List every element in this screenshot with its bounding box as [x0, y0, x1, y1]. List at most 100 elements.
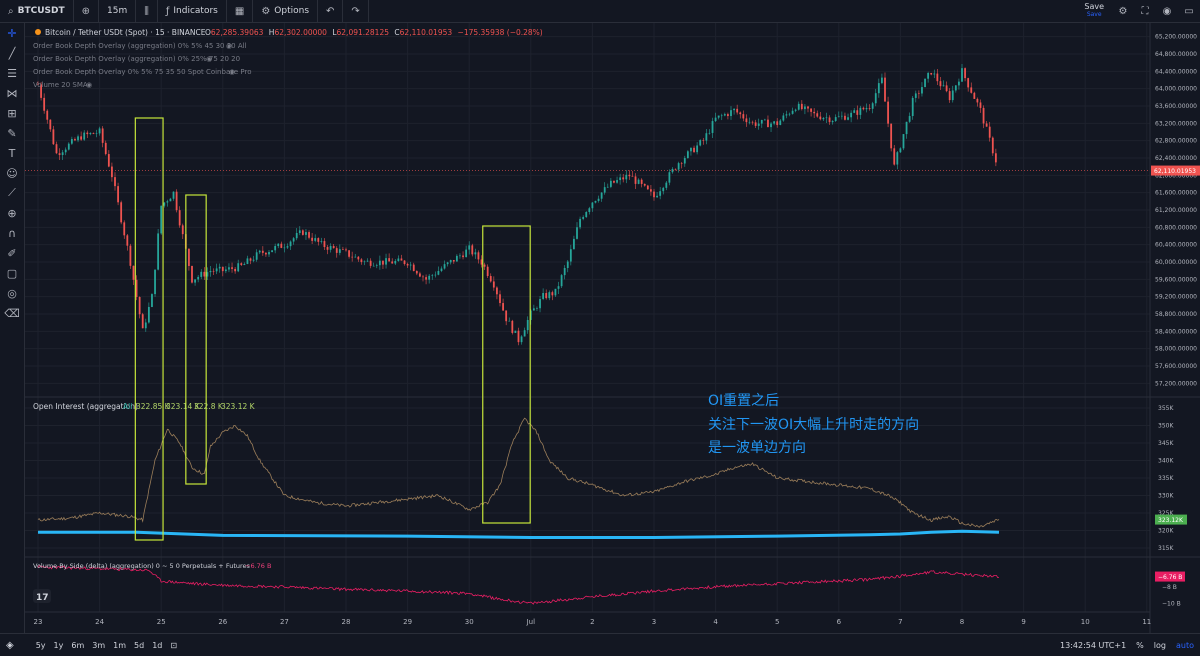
candle-body: [988, 126, 991, 138]
brush-icon[interactable]: ✎: [7, 126, 17, 140]
trendline-icon[interactable]: ╱: [8, 46, 16, 60]
candle-body: [317, 238, 320, 242]
candle-body: [730, 110, 732, 117]
timeframe-label: 15m: [107, 6, 128, 16]
candle-body: [40, 84, 42, 98]
main-legend: Bitcoin / Tether USDt (Spot) · 15 · BINA…: [33, 28, 543, 89]
trash-icon[interactable]: ⌫: [4, 306, 20, 320]
emoji-icon[interactable]: ☺: [6, 166, 18, 180]
overlay-legend-3[interactable]: Order Book Depth Overlay 0% 5% 75 35 50 …: [33, 68, 252, 76]
eye-icon[interactable]: ◉: [206, 55, 212, 63]
candle-body: [104, 142, 107, 155]
vol-line: [37, 565, 999, 605]
candle-body: [850, 112, 853, 118]
tf-1y[interactable]: 1y: [53, 640, 64, 650]
forecast-icon[interactable]: ⊞: [7, 106, 17, 120]
oi-last-label: 323.12K: [1158, 517, 1184, 524]
tradingview-logo: 17: [33, 589, 51, 603]
save-button[interactable]: Save Save: [1076, 3, 1112, 19]
candle-body: [905, 121, 908, 135]
compare-button[interactable]: ⊕: [74, 0, 100, 22]
fullscreen-icon[interactable]: ⛶: [1141, 5, 1149, 17]
candle-body: [933, 73, 936, 75]
candle-body: [653, 191, 655, 198]
percent-toggle[interactable]: %: [1136, 640, 1144, 650]
templates-button[interactable]: ▦: [227, 0, 254, 22]
crosshair-icon[interactable]: ✛: [7, 26, 17, 40]
vol-title[interactable]: Volume By Side (delta) (aggregation) 0 ~…: [33, 562, 251, 570]
vol-last-badge: [1155, 571, 1185, 582]
tf-1d[interactable]: 1d: [152, 640, 163, 650]
candle-body: [206, 272, 209, 277]
candle-body: [631, 176, 634, 177]
fib-icon[interactable]: ☰: [7, 66, 17, 80]
price-tick: 63,600.00000: [1155, 103, 1197, 110]
overlay-legend-4[interactable]: Volume 20 SMA: [33, 81, 88, 89]
auto-toggle[interactable]: auto: [1175, 640, 1194, 650]
overlay-legend-1[interactable]: Order Book Depth Overlay (aggregation) 0…: [33, 42, 247, 50]
candle-body: [868, 108, 871, 109]
volume-axis[interactable]: −8 B −10 B −6.76 B: [1155, 571, 1185, 608]
highlight-box[interactable]: [134, 117, 164, 541]
candle-body: [348, 250, 350, 257]
eye-icon[interactable]: ◉: [86, 81, 92, 89]
candle-body: [382, 260, 384, 265]
date-axis[interactable]: 23 24 25 26 27 28 29 30 Jul 2 3 4 5 6 7 8 9 10 11: [34, 618, 1152, 626]
highlight-box[interactable]: [185, 194, 207, 485]
tf-3m[interactable]: 3m: [92, 640, 106, 650]
candle-body: [425, 277, 427, 280]
pattern-icon[interactable]: ⋈: [6, 86, 18, 100]
tf-5d[interactable]: 5d: [134, 640, 145, 650]
candle-body: [474, 252, 477, 255]
main-title[interactable]: Bitcoin / Tether USDt (Spot) · 15 · BINA…: [45, 28, 206, 37]
lock-icon[interactable]: ▢: [6, 266, 18, 280]
tf-1m[interactable]: 1m: [113, 640, 127, 650]
candle-body: [609, 180, 612, 187]
price-axis[interactable]: 65,200.00000 64,800.00000 64,400.00000 64,0…: [1151, 34, 1200, 388]
layout-icon[interactable]: ▭: [1184, 5, 1194, 17]
undo-button[interactable]: ↶: [318, 0, 344, 22]
ruler-icon[interactable]: ⟋: [8, 186, 16, 199]
layers-icon[interactable]: ◈: [6, 639, 14, 651]
candle-body: [773, 121, 776, 124]
candle-body: [936, 73, 939, 82]
candle-body: [101, 128, 104, 143]
eye-icon[interactable]: ◉: [226, 42, 232, 50]
magnet-icon[interactable]: ∩: [7, 226, 17, 240]
pencil-lock-icon[interactable]: ✐: [7, 246, 17, 260]
candle-body: [939, 81, 942, 87]
eye-icon[interactable]: ◎: [7, 286, 17, 300]
clock-time[interactable]: 13:42:54 UTC+1: [1060, 640, 1127, 650]
indicators-button[interactable]: ƒ Indicators: [158, 0, 227, 22]
chart-type-button[interactable]: ⫼: [136, 0, 158, 22]
oi-tick: 330K: [1158, 493, 1174, 500]
candle-body: [268, 252, 270, 255]
candle-body: [680, 163, 683, 164]
log-toggle[interactable]: log: [1153, 640, 1166, 650]
redo-button[interactable]: ↷: [343, 0, 369, 22]
highlight-box[interactable]: [482, 225, 531, 524]
candle-body: [557, 286, 560, 289]
settings-icon[interactable]: ⚙: [1118, 5, 1128, 17]
overlay-legend-2[interactable]: Order Book Depth Overlay (aggregation) 0…: [33, 55, 240, 63]
candle-body: [496, 287, 498, 295]
tf-6m[interactable]: 6m: [71, 640, 85, 650]
candle-body: [529, 310, 532, 321]
candle-body: [634, 176, 637, 184]
options-button[interactable]: ⚙ Options: [253, 0, 319, 22]
candle-body: [964, 68, 966, 79]
eye-icon[interactable]: ◉: [229, 68, 235, 76]
oi-axis[interactable]: 355K 350K 345K 340K 335K 330K 325K 320K 315K 323.…: [1155, 405, 1187, 552]
camera-icon[interactable]: ◉: [1162, 5, 1172, 17]
timeframe-button[interactable]: 15m: [99, 0, 137, 22]
goto-date-icon[interactable]: ⊡: [170, 640, 178, 650]
annotation-line-2: 关注下一波OI大幅上升时走的方向: [708, 417, 919, 433]
text-icon[interactable]: T: [8, 146, 16, 160]
oi-title[interactable]: Open Interest (aggregation): [33, 402, 138, 411]
symbol-search[interactable]: ⌕ BTCUSDT: [0, 0, 74, 22]
tf-5y[interactable]: 5y: [35, 640, 46, 650]
plus-icon: ⊕: [81, 5, 91, 17]
zoom-icon[interactable]: ⊕: [7, 206, 17, 220]
candle-body: [502, 303, 504, 311]
